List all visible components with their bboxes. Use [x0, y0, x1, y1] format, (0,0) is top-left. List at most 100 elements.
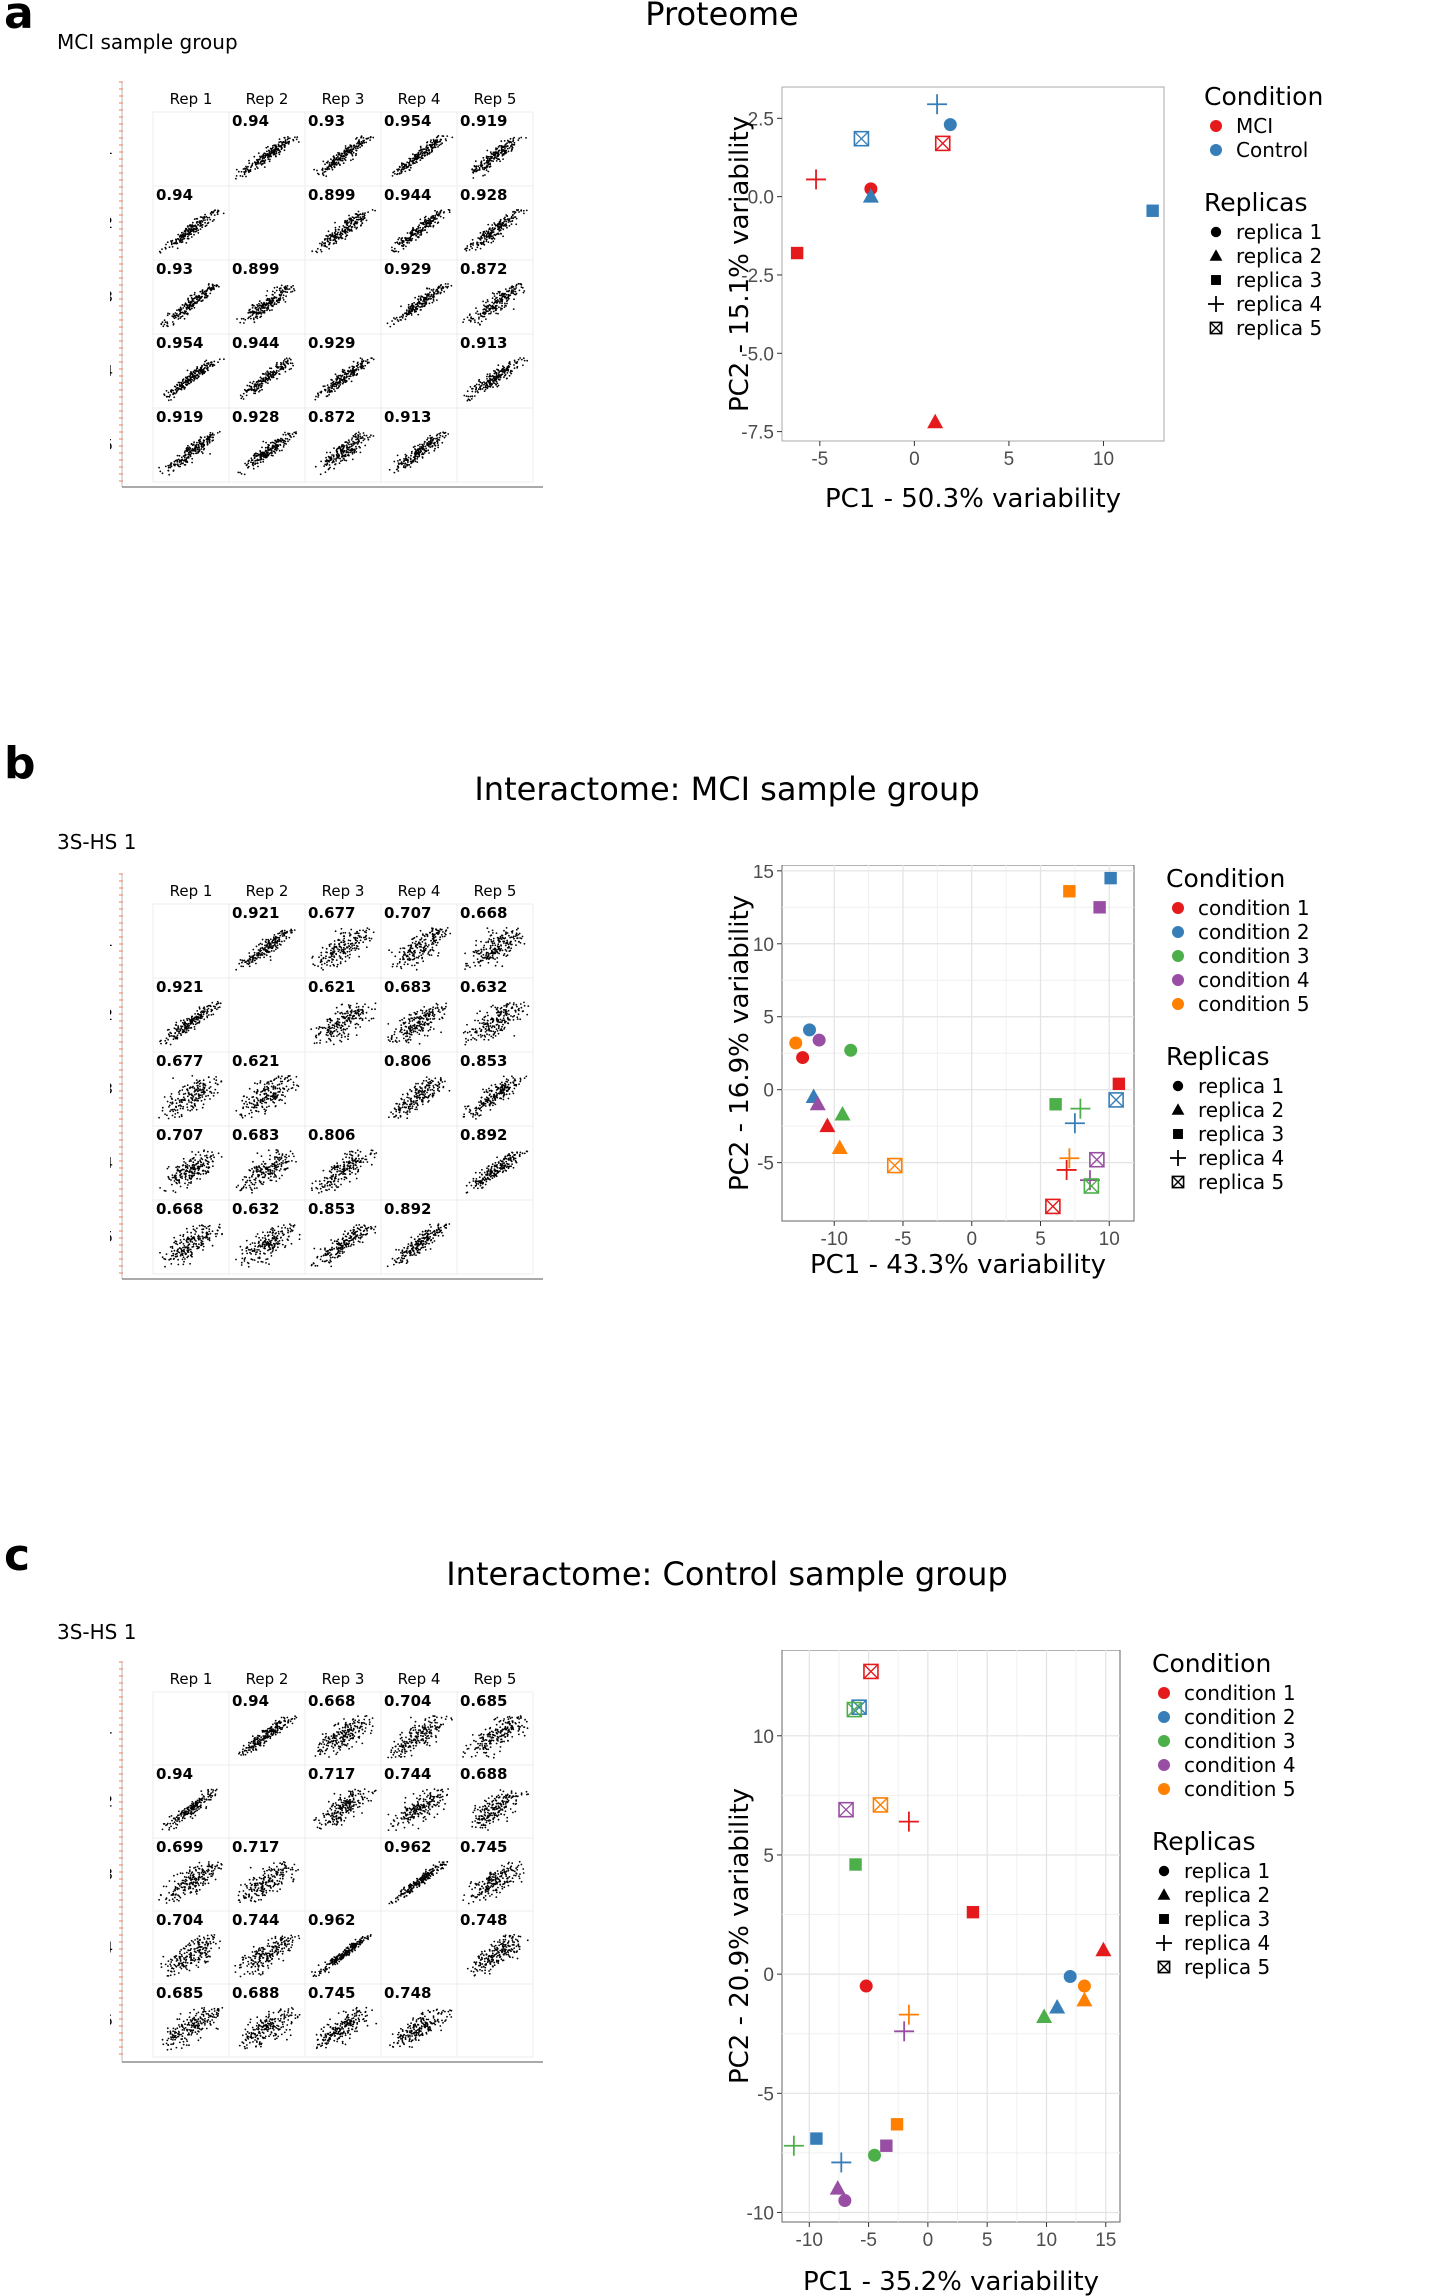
matrix-point: [438, 436, 441, 439]
matrix-point: [266, 453, 269, 456]
matrix-point: [349, 375, 351, 377]
matrix-point: [506, 302, 508, 305]
matrix-point: [262, 160, 265, 162]
matrix-point: [500, 297, 503, 300]
matrix-point: [419, 145, 422, 148]
matrix-point: [334, 228, 337, 231]
matrix-point: [259, 386, 262, 388]
matrix-point: [421, 305, 424, 308]
matrix-point: [495, 147, 497, 150]
matrix-point: [414, 460, 417, 463]
matrix-point: [482, 232, 485, 235]
matrix-point: [394, 318, 397, 320]
matrix-point: [275, 289, 278, 292]
matrix-point: [395, 316, 398, 319]
matrix-point: [336, 387, 338, 390]
matrix-point: [350, 146, 353, 148]
matrix-point: [344, 952, 347, 955]
matrix-point: [267, 304, 270, 307]
matrix-point: [292, 435, 295, 438]
matrix-point: [333, 458, 335, 460]
matrix-point: [428, 287, 431, 290]
matrix-point: [500, 307, 502, 309]
matrix-point: [207, 287, 209, 290]
matrix-point: [181, 386, 184, 389]
matrix-point: [255, 386, 258, 388]
matrix-point: [322, 174, 325, 177]
matrix-point: [525, 209, 528, 212]
matrix-point: [507, 150, 510, 153]
matrix-point: [270, 367, 273, 370]
matrix-point: [338, 385, 340, 387]
matrix-point: [166, 321, 169, 324]
matrix-point: [492, 310, 495, 313]
matrix-point: [497, 378, 500, 381]
matrix-point: [431, 439, 434, 442]
matrix-point: [172, 242, 175, 245]
matrix-point: [462, 321, 464, 323]
matrix-point: [203, 290, 206, 293]
matrix-point: [509, 220, 511, 223]
matrix-point: [164, 465, 167, 468]
matrix-point: [444, 138, 447, 140]
matrix-point: [365, 434, 368, 437]
matrix-point: [418, 454, 421, 457]
matrix-point: [239, 394, 242, 397]
matrix-point: [250, 166, 252, 169]
matrix-point: [421, 457, 424, 459]
matrix-scatter-points: [314, 357, 375, 401]
matrix-point: [506, 145, 508, 147]
matrix-point: [334, 463, 337, 465]
matrix-point: [209, 365, 211, 367]
matrix-point: [336, 965, 338, 968]
matrix-point: [350, 151, 352, 154]
matrix-point: [352, 158, 354, 161]
matrix-point: [487, 235, 489, 238]
matrix-point: [317, 965, 319, 968]
matrix-point: [350, 222, 352, 225]
matrix-point: [311, 250, 314, 253]
matrix-point: [254, 462, 257, 465]
matrix-point: [193, 379, 195, 382]
matrix-point: [212, 436, 215, 439]
matrix-point: [187, 381, 189, 383]
matrix-point: [504, 373, 507, 376]
matrix-point: [351, 370, 353, 373]
matrix-point: [414, 454, 417, 457]
matrix-point: [296, 136, 299, 139]
matrix-point: [482, 174, 484, 177]
matrix-point: [418, 306, 421, 308]
matrix-point: [345, 451, 348, 454]
matrix-point: [483, 304, 485, 307]
matrix-point: [248, 459, 250, 462]
matrix-point: [370, 434, 372, 436]
matrix-point: [327, 390, 330, 392]
matrix-point: [430, 145, 432, 148]
matrix-point: [346, 222, 348, 225]
matrix-point: [279, 291, 282, 293]
matrix-point: [492, 228, 495, 231]
matrix-point: [494, 151, 496, 154]
matrix-point: [447, 283, 449, 285]
matrix-col-label: Rep 2: [246, 90, 289, 108]
matrix-point: [209, 218, 212, 221]
matrix-point: [483, 244, 486, 246]
matrix-point: [331, 454, 333, 456]
matrix-point: [257, 387, 260, 390]
matrix-point: [201, 452, 204, 455]
matrix-point: [208, 216, 211, 219]
matrix-point: [288, 141, 290, 144]
matrix-point: [175, 314, 177, 317]
matrix-point: [260, 953, 263, 955]
matrix-point: [272, 375, 274, 377]
matrix-point: [343, 152, 346, 155]
matrix-point: [347, 451, 349, 454]
matrix-point: [501, 368, 504, 370]
matrix-point: [271, 940, 274, 943]
matrix-point: [209, 212, 212, 215]
matrix-point: [363, 141, 366, 144]
matrix-point: [475, 383, 478, 386]
matrix-point: [345, 235, 347, 238]
matrix-point: [161, 321, 164, 324]
matrix-point: [431, 215, 434, 218]
